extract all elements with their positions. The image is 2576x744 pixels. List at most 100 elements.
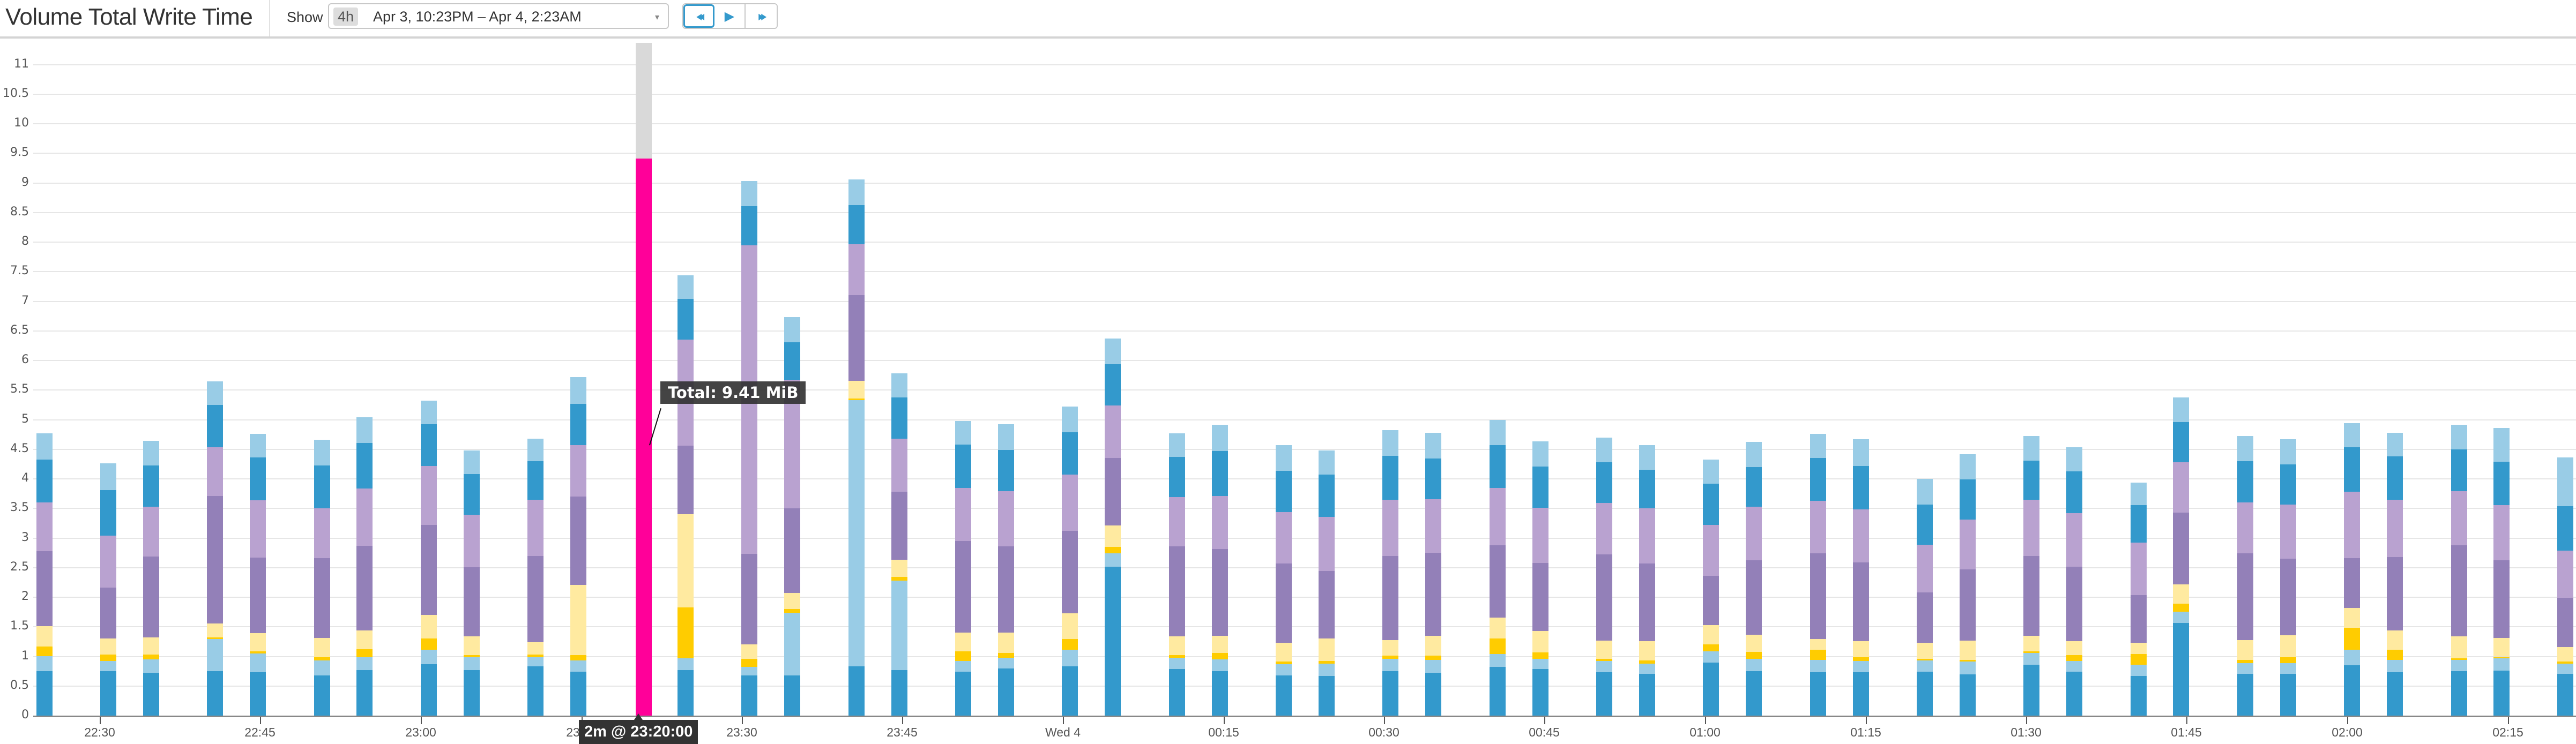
y-tick-label: 4.5 <box>10 441 29 455</box>
forward-button[interactable]: ▶▶ <box>746 4 777 28</box>
bar-segment <box>356 657 373 670</box>
stacked-bar[interactable] <box>998 424 1014 716</box>
y-tick-label: 5.5 <box>10 382 29 396</box>
range-duration-chip: 4h <box>333 7 359 26</box>
stacked-bar[interactable] <box>848 179 865 716</box>
stacked-bar[interactable] <box>2557 457 2573 716</box>
stacked-bar[interactable] <box>2493 427 2510 716</box>
bar-segment <box>2066 513 2082 567</box>
bar-segment <box>1319 675 1335 716</box>
y-tick-label: 9.5 <box>10 146 29 160</box>
bar-segment <box>1810 553 1826 640</box>
bar-segment <box>250 672 266 716</box>
stacked-bar[interactable] <box>1639 445 1655 716</box>
stacked-bar[interactable] <box>741 181 757 716</box>
stacked-bar[interactable] <box>1596 437 1612 716</box>
bar-segment <box>1169 657 1185 669</box>
bar-segment <box>1490 487 1506 545</box>
stacked-bar[interactable] <box>677 275 694 716</box>
bar-segment <box>1703 459 1719 484</box>
stacked-bar[interactable] <box>570 377 586 716</box>
bar-segment <box>1105 547 1121 554</box>
stacked-bar[interactable] <box>250 434 266 716</box>
bar-segment <box>784 612 800 675</box>
bar-segment <box>1917 643 1933 659</box>
stacked-bar[interactable] <box>1960 454 1976 716</box>
stacked-bar[interactable] <box>356 417 373 716</box>
stacked-bar[interactable] <box>1169 433 1185 716</box>
stacked-bar[interactable] <box>2387 432 2403 716</box>
stacked-bar[interactable] <box>1425 432 1441 716</box>
bar-segment <box>2387 456 2403 500</box>
grid-line <box>33 64 2576 65</box>
stacked-bar[interactable] <box>1276 445 1292 716</box>
x-tick-label: 01:30 <box>2011 725 2042 739</box>
y-tick-label: 6.5 <box>10 323 29 337</box>
stacked-bar[interactable] <box>1810 434 1826 716</box>
bar-segment <box>1169 497 1185 546</box>
bar-segment <box>891 560 907 577</box>
stacked-bar[interactable] <box>2344 423 2360 716</box>
bar-segment <box>36 459 53 503</box>
bar-segment <box>1105 566 1121 716</box>
stacked-bar[interactable] <box>1853 439 1869 716</box>
play-button[interactable]: ▶ <box>714 4 746 28</box>
bar-segment <box>1169 668 1185 716</box>
stacked-bar[interactable] <box>2023 436 2039 716</box>
stacked-bar[interactable] <box>1746 442 1762 716</box>
stacked-bar[interactable] <box>1703 459 1719 716</box>
stacked-bar[interactable] <box>1532 441 1548 716</box>
stacked-bar[interactable] <box>36 433 53 716</box>
bar-segment <box>464 567 480 636</box>
time-range-select[interactable]: 4h Apr 3, 10:23PM – Apr 4, 2:23AM ▾ <box>328 3 669 29</box>
stacked-bar[interactable] <box>464 450 480 716</box>
chart-plot-area[interactable]: 0 0.5 1 1.5 2 2.5 3 3.5 4 4.5 5 5.5 6 6.5 7 7.5 8 8.5 9 9.5… <box>0 39 2576 744</box>
stacked-bar[interactable] <box>955 420 971 716</box>
bar-segment <box>1596 437 1612 463</box>
x-tick <box>1705 717 1706 724</box>
stacked-bar[interactable] <box>527 438 544 716</box>
bar-segment <box>2451 545 2467 636</box>
bar-segment <box>1276 512 1292 563</box>
stacked-bar[interactable] <box>1917 479 1933 716</box>
bar-segment <box>1746 651 1762 659</box>
bar-segment <box>891 492 907 560</box>
stacked-bar[interactable] <box>314 440 330 716</box>
stacked-bar[interactable] <box>2173 397 2189 716</box>
bar-segment <box>207 639 223 672</box>
stacked-bar[interactable] <box>100 463 116 716</box>
bar-segment <box>464 636 480 656</box>
bar-segment <box>891 577 907 581</box>
bar-segment <box>2493 658 2510 671</box>
stacked-bar[interactable] <box>784 317 800 716</box>
stacked-bar[interactable] <box>143 441 159 716</box>
stacked-bar[interactable] <box>2280 439 2296 716</box>
bar-segment <box>2557 506 2573 551</box>
bar-segment <box>891 581 907 670</box>
y-tick-label: 3 <box>21 530 29 544</box>
bar-segment <box>2173 512 2189 584</box>
stacked-bar[interactable] <box>1105 339 1121 716</box>
bar-segment <box>741 667 757 675</box>
stacked-bar[interactable] <box>891 373 907 716</box>
stacked-bar[interactable] <box>207 381 223 716</box>
stacked-bar[interactable] <box>1062 407 1078 716</box>
stacked-bar[interactable] <box>2237 436 2253 716</box>
bar-segment <box>314 657 330 661</box>
stacked-bar[interactable] <box>1212 425 1228 716</box>
back-button[interactable]: ◀◀ <box>683 4 714 28</box>
bar-segment <box>2451 449 2467 492</box>
stacked-bar[interactable] <box>2451 425 2467 716</box>
stacked-bar[interactable] <box>1490 419 1506 716</box>
bar-segment <box>1319 475 1335 517</box>
stacked-bar[interactable] <box>421 401 437 716</box>
highlighted-bar[interactable] <box>636 159 652 716</box>
bar-segment <box>2237 640 2253 660</box>
bar-segment <box>143 637 159 655</box>
stacked-bar[interactable] <box>2066 447 2082 716</box>
stacked-bar[interactable] <box>2131 482 2147 716</box>
bar-segment <box>36 626 53 647</box>
stacked-bar[interactable] <box>1382 430 1398 716</box>
stacked-bar[interactable] <box>1319 450 1335 716</box>
bar-segment <box>2451 660 2467 672</box>
